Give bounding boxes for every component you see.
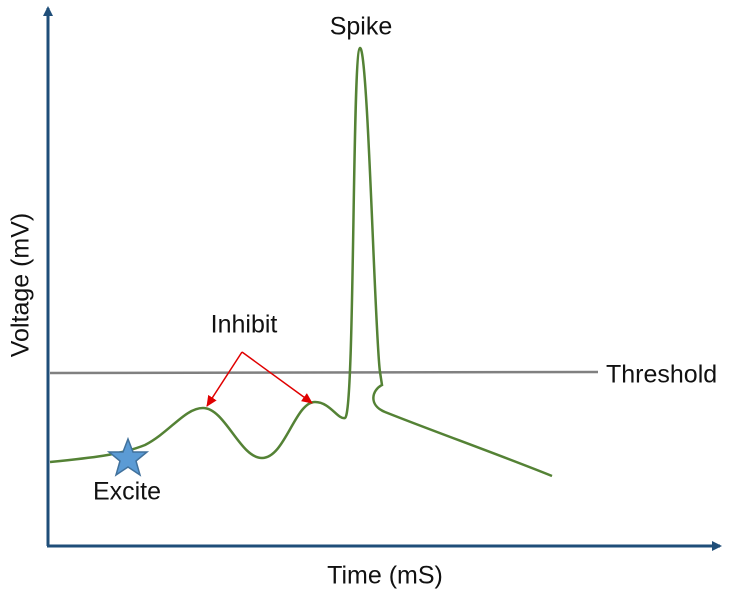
threshold-label: Threshold	[606, 361, 717, 389]
y-axis-label: Voltage (mV)	[7, 213, 35, 358]
excite-star	[106, 436, 150, 477]
x-axis-label: Time (mS)	[327, 562, 443, 590]
spike-label: Spike	[330, 13, 393, 41]
threshold-line	[49, 370, 599, 375]
inhibit-arrow	[206, 351, 243, 407]
inhibit-label: Inhibit	[211, 311, 278, 339]
voltage-curve	[49, 46, 553, 478]
excite-label: Excite	[93, 478, 161, 506]
inhibit-arrow	[241, 351, 313, 404]
